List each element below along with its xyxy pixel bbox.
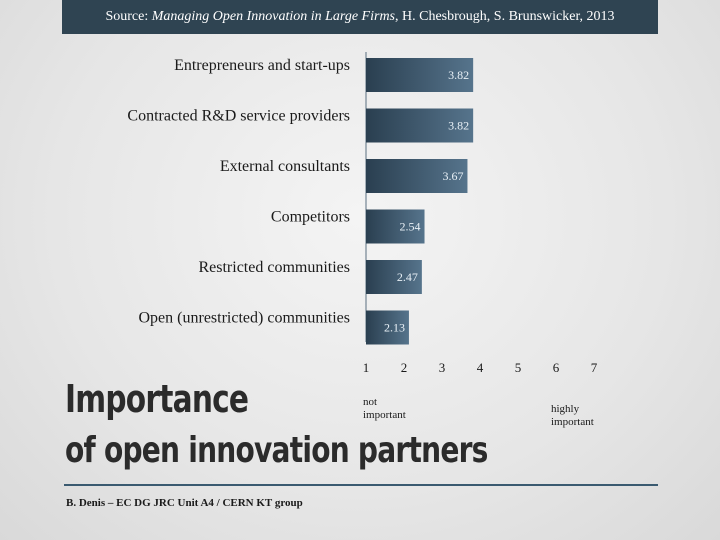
source-work-title: Managing Open Innovation in Large Firms [151, 9, 396, 24]
source-banner: Source: Managing Open Innovation in Larg… [62, 0, 658, 34]
axis-high-label-line1: highly [551, 403, 580, 415]
axis-low-label-line2: important [363, 409, 406, 421]
category-label: Restricted communities [198, 259, 350, 276]
category-label: Entrepreneurs and start-ups [174, 57, 350, 74]
source-prefix: Source: [105, 9, 152, 24]
footer-credit: B. Denis – EC DG JRC Unit A4 / CERN KT g… [66, 497, 303, 509]
title-divider [64, 484, 658, 486]
category-label: Open (unrestricted) communities [139, 310, 351, 327]
axis-high-label: highly important [551, 403, 594, 429]
category-label: Contracted R&D service providers [127, 108, 350, 125]
x-tick-label: 3 [439, 360, 446, 375]
source-authors: , H. Chesbrough, S. Brunswicker, 2013 [395, 9, 615, 24]
slide-title-line2: of open innovation partners [65, 430, 488, 471]
axis-low-label: not important [363, 396, 406, 422]
bar-value-label: 3.82 [448, 68, 469, 82]
bar [366, 209, 425, 244]
axis-high-label-line2: important [551, 416, 594, 428]
bar [366, 159, 468, 193]
bar [366, 58, 474, 92]
category-label: Competitors [271, 209, 350, 226]
bar-value-label: 2.54 [400, 220, 421, 234]
bar-value-label: 2.13 [384, 321, 405, 335]
x-tick-label: 1 [363, 360, 370, 375]
partners-bar-chart: Entrepreneurs and start-ups 3.82 Contracte… [127, 52, 598, 375]
bar [366, 260, 422, 294]
axis-low-label-line1: not [363, 396, 378, 408]
bar-value-label: 3.67 [442, 169, 463, 183]
x-tick-label: 5 [515, 360, 522, 375]
x-tick-label: 7 [591, 360, 598, 375]
x-tick-label: 6 [553, 360, 560, 375]
bar [366, 108, 474, 143]
bar [366, 310, 409, 345]
bar-value-label: 2.47 [397, 270, 418, 284]
x-tick-label: 4 [477, 360, 484, 375]
x-tick-label: 2 [401, 360, 408, 375]
slide-title-line1: Importance [65, 377, 249, 421]
bar-value-label: 3.82 [448, 119, 469, 133]
category-label: External consultants [220, 158, 350, 175]
